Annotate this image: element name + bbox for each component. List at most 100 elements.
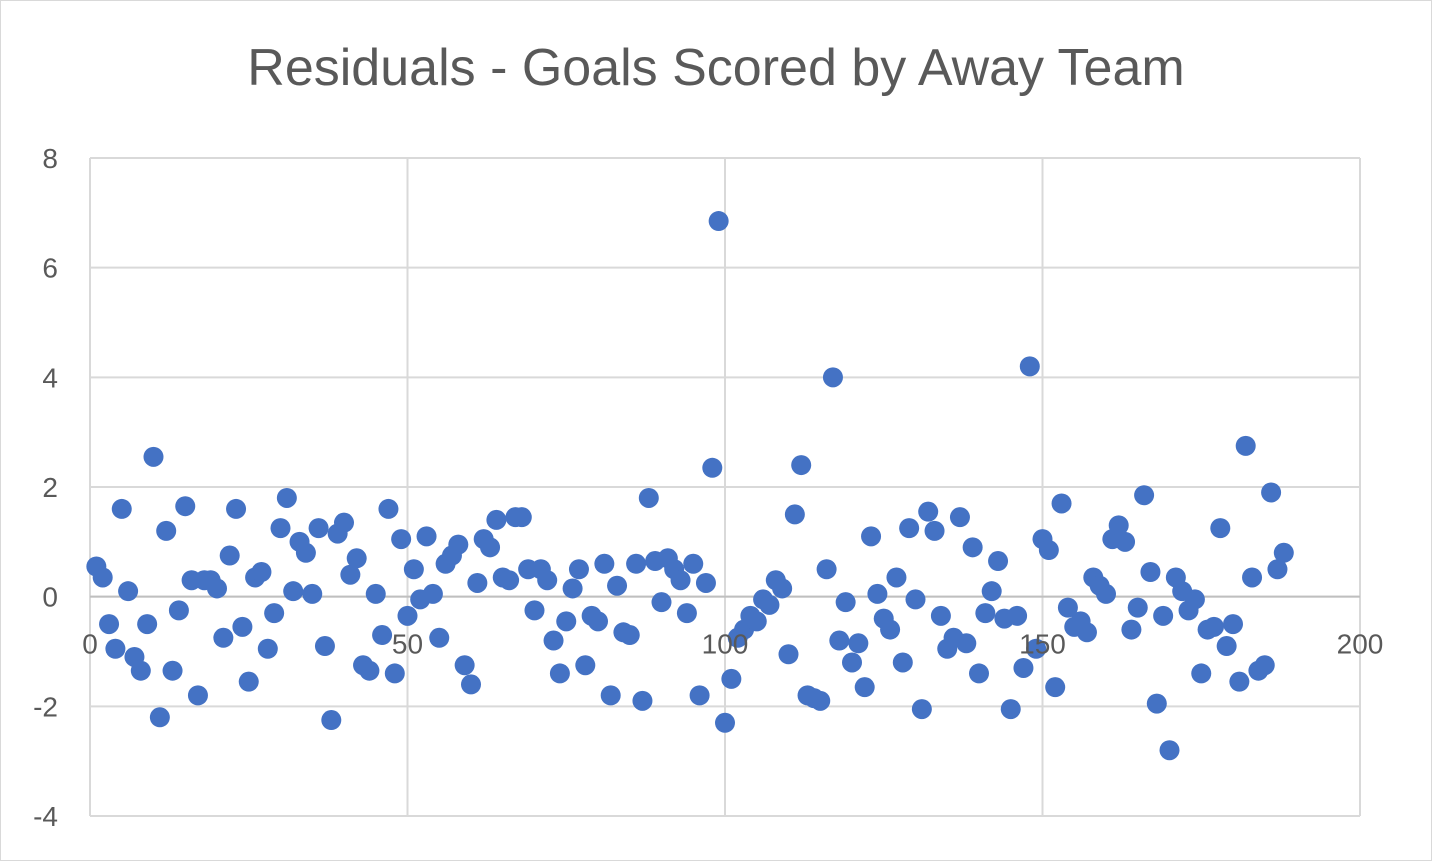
data-point [708, 211, 729, 232]
data-point [1038, 540, 1059, 561]
data-point [791, 455, 812, 476]
data-point [168, 600, 189, 621]
data-point [416, 526, 437, 547]
data-point [784, 504, 805, 525]
data-point [207, 578, 227, 599]
data-point [111, 498, 132, 519]
data-point [448, 534, 469, 555]
data-point [670, 570, 691, 591]
data-point [930, 605, 951, 626]
data-point [156, 520, 177, 541]
data-point [695, 572, 716, 593]
data-point [651, 592, 672, 613]
x-tick-label: 100 [702, 629, 749, 660]
data-point [1115, 531, 1136, 552]
data-point [549, 663, 570, 684]
data-point [1051, 493, 1072, 514]
data-point [702, 457, 723, 478]
data-point [556, 611, 577, 632]
data-point [346, 548, 367, 569]
x-tick-label: 200 [1337, 629, 1384, 660]
data-point [391, 529, 412, 550]
y-tick-label: 6 [42, 253, 58, 284]
data-point [759, 594, 780, 615]
data-point [842, 652, 862, 673]
data-point [1235, 435, 1256, 456]
data-point [949, 507, 970, 528]
data-point [1153, 605, 1174, 626]
data-point [816, 559, 837, 580]
data-point [829, 630, 850, 651]
data-point [1223, 614, 1243, 635]
data-point [1184, 589, 1205, 610]
data-point [238, 671, 259, 692]
data-point [594, 553, 615, 574]
data-point [1076, 622, 1097, 643]
data-point [1242, 567, 1263, 588]
data-point [689, 685, 710, 706]
data-point [772, 578, 793, 599]
data-point [1191, 663, 1212, 684]
data-point [867, 583, 888, 604]
data-point [378, 498, 399, 519]
data-point [1216, 636, 1237, 657]
data-point [334, 512, 354, 533]
data-point [1210, 518, 1231, 539]
data-point [1254, 655, 1275, 676]
data-point [429, 627, 450, 648]
data-point [118, 581, 139, 602]
data-point [918, 501, 939, 522]
x-tick-label: 50 [392, 629, 423, 660]
x-tick-label: 150 [1019, 629, 1066, 660]
data-point [461, 674, 481, 695]
data-point [835, 592, 856, 613]
data-point [1121, 619, 1142, 640]
data-point [365, 583, 386, 604]
data-point [619, 625, 640, 646]
data-point [638, 487, 659, 508]
x-axis-ticks: 0 50 100 150 200 [82, 629, 1383, 660]
data-point [92, 567, 113, 588]
data-point [232, 616, 253, 637]
data-point [257, 638, 278, 659]
data-point [1013, 657, 1034, 678]
data-point [372, 625, 393, 646]
data-point [600, 685, 621, 706]
data-point [1108, 515, 1129, 536]
data-point [981, 581, 1002, 602]
data-point [454, 655, 475, 676]
data-point [314, 636, 335, 657]
data-point [219, 545, 240, 566]
data-point [99, 614, 120, 635]
data-point [607, 575, 628, 596]
data-point [384, 663, 405, 684]
y-tick-label: 0 [42, 582, 58, 613]
data-point [1146, 693, 1167, 714]
data-point [480, 537, 501, 558]
data-point [295, 542, 316, 563]
data-point [486, 509, 507, 530]
data-point [626, 553, 647, 574]
data-point [632, 690, 653, 711]
data-point [721, 668, 742, 689]
data-point [1057, 597, 1078, 618]
data-point [880, 619, 901, 640]
data-point [340, 564, 361, 585]
data-point [524, 600, 545, 621]
data-point [683, 553, 704, 574]
y-tick-label: 8 [42, 143, 58, 174]
data-point [162, 660, 183, 681]
data-point [899, 518, 920, 539]
chart-title: Residuals - Goals Scored by Away Team [247, 39, 1185, 97]
data-point [1140, 561, 1161, 582]
data-point [397, 605, 418, 626]
data-point [1045, 677, 1066, 698]
data-point [886, 567, 907, 588]
data-point [283, 581, 304, 602]
data-point [924, 520, 945, 541]
data-point [1000, 699, 1021, 720]
data-point [308, 518, 329, 539]
data-point [187, 685, 208, 706]
data-point [588, 611, 608, 632]
